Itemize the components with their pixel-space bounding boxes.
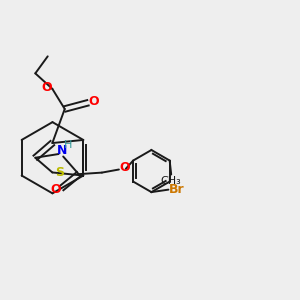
Text: O: O [41, 81, 52, 94]
Text: O: O [119, 161, 130, 175]
Text: O: O [88, 95, 99, 108]
Text: S: S [55, 166, 64, 179]
Text: O: O [51, 183, 62, 196]
Text: H: H [64, 140, 73, 150]
Text: CH₃: CH₃ [161, 176, 182, 186]
Text: Br: Br [169, 182, 184, 196]
Text: N: N [56, 144, 67, 157]
